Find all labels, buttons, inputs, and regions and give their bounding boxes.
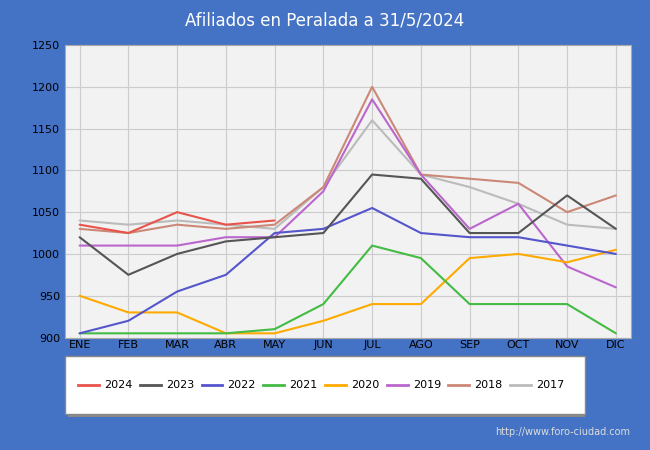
Text: 2023: 2023 (166, 380, 194, 390)
Text: 2017: 2017 (536, 380, 564, 390)
Text: 2021: 2021 (289, 380, 317, 390)
FancyBboxPatch shape (68, 356, 585, 417)
Text: 2018: 2018 (474, 380, 502, 390)
Text: 2019: 2019 (413, 380, 441, 390)
Text: Afiliados en Peralada a 31/5/2024: Afiliados en Peralada a 31/5/2024 (185, 11, 465, 29)
Text: 2024: 2024 (104, 380, 133, 390)
Text: http://www.foro-ciudad.com: http://www.foro-ciudad.com (495, 427, 630, 437)
FancyBboxPatch shape (65, 356, 585, 414)
Text: 2022: 2022 (227, 380, 256, 390)
Text: 2020: 2020 (351, 380, 379, 390)
